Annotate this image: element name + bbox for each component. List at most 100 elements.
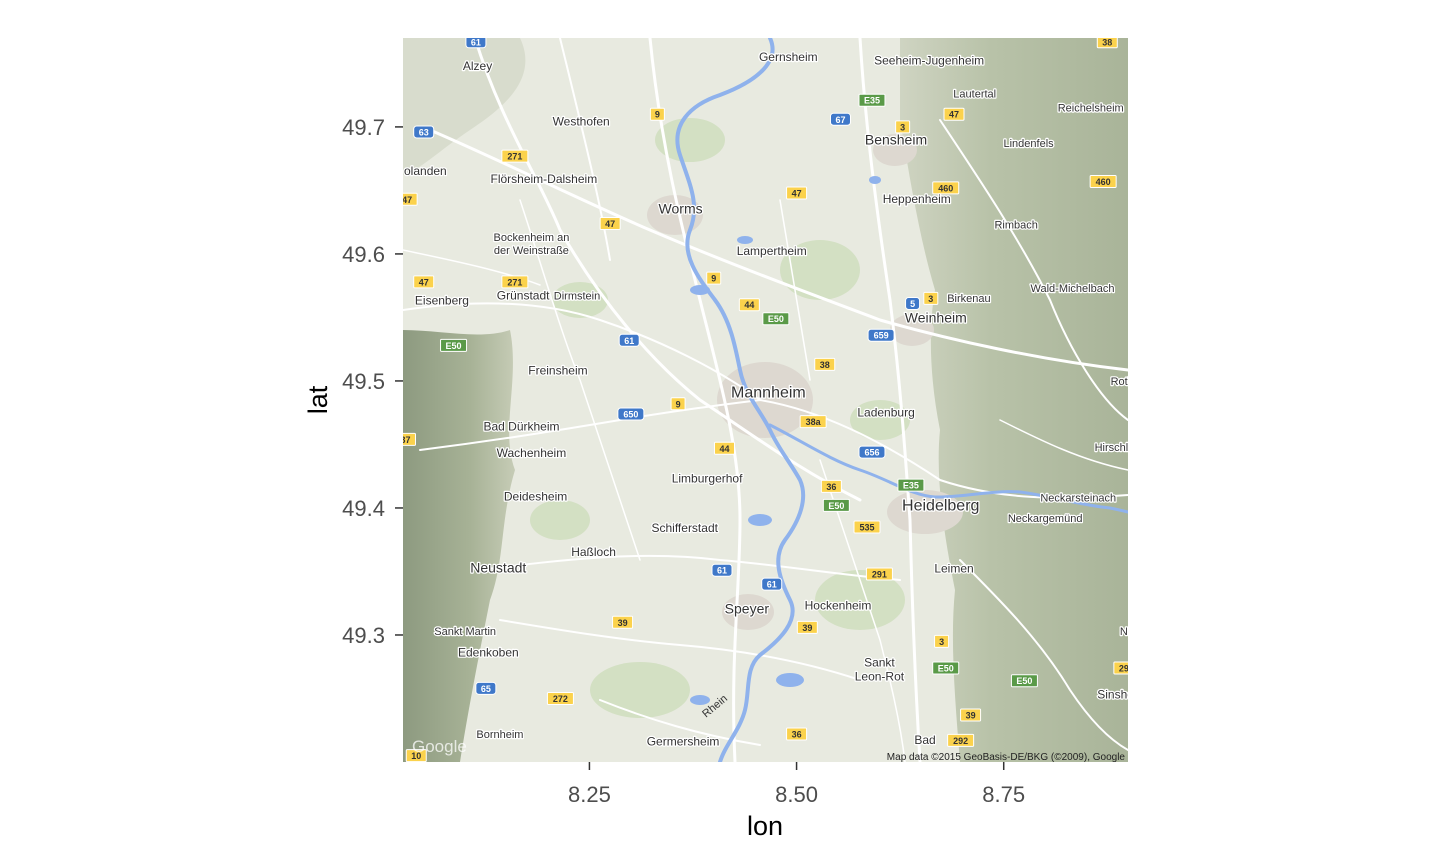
road-shield-29: 29 bbox=[1113, 661, 1129, 675]
svg-text:38: 38 bbox=[820, 360, 830, 370]
place-label: Freinsheim bbox=[528, 364, 587, 378]
road-shield-61: 61 bbox=[618, 333, 640, 347]
place-label: Bornheim bbox=[476, 729, 523, 741]
place-label: Hirschl bbox=[1095, 442, 1129, 454]
road-shield-47: 47 bbox=[786, 186, 808, 200]
road-shield-535: 535 bbox=[853, 520, 881, 534]
y-axis: 49.3 49.4 49.5 49.6 49.7 bbox=[342, 115, 403, 648]
road-shield-65: 65 bbox=[475, 681, 497, 695]
svg-text:460: 460 bbox=[938, 183, 953, 193]
svg-text:535: 535 bbox=[859, 523, 874, 533]
y-tick-label: 49.6 bbox=[342, 242, 385, 267]
road-shield-44: 44 bbox=[738, 298, 760, 312]
place-label: Eisenberg bbox=[415, 294, 469, 308]
x-tick-label: 8.50 bbox=[775, 782, 818, 807]
y-tick-label: 49.7 bbox=[342, 115, 385, 140]
road-shield-E50: E50 bbox=[822, 498, 850, 512]
place-label: N bbox=[1120, 626, 1128, 638]
y-tick-label: 49.5 bbox=[342, 369, 385, 394]
svg-text:271: 271 bbox=[507, 152, 522, 162]
place-label: Wachenheim bbox=[497, 446, 567, 460]
svg-text:29: 29 bbox=[1119, 664, 1129, 674]
river-rhein bbox=[675, 38, 806, 762]
svg-text:5: 5 bbox=[910, 299, 915, 309]
svg-text:10: 10 bbox=[411, 751, 421, 761]
svg-text:E50: E50 bbox=[938, 664, 954, 674]
place-label: Neustadt bbox=[470, 560, 526, 576]
svg-text:65: 65 bbox=[481, 684, 491, 694]
svg-text:E50: E50 bbox=[828, 501, 844, 511]
road-shield-3: 3 bbox=[934, 634, 950, 648]
road-shield-272: 272 bbox=[546, 691, 574, 705]
svg-text:44: 44 bbox=[744, 300, 754, 310]
place-label: Bad bbox=[914, 733, 935, 747]
road-shield-9: 9 bbox=[670, 397, 686, 411]
place-label: Sankt bbox=[864, 656, 895, 670]
road-shield-E50: E50 bbox=[1010, 674, 1038, 688]
svg-text:E35: E35 bbox=[864, 96, 880, 106]
road-shield-10: 10 bbox=[405, 749, 427, 762]
place-label: Limburgerhof bbox=[672, 472, 743, 486]
map-attribution: Map data ©2015 GeoBasis-DE/BKG (©2009), … bbox=[887, 752, 1126, 763]
place-label: Flörsheim-Dalsheim bbox=[491, 172, 598, 186]
map-forest-areas bbox=[530, 118, 910, 718]
y-tick-label: 49.4 bbox=[342, 496, 385, 521]
road-shield-659: 659 bbox=[867, 328, 895, 342]
x-tick-label: 8.25 bbox=[568, 782, 611, 807]
place-label: Worms bbox=[659, 200, 703, 216]
place-label: Gernsheim bbox=[759, 50, 818, 64]
road-shield-36: 36 bbox=[820, 479, 842, 493]
svg-text:47: 47 bbox=[792, 188, 802, 198]
svg-text:36: 36 bbox=[826, 482, 836, 492]
road-shield-460: 460 bbox=[932, 181, 960, 195]
road-shield-38: 38 bbox=[814, 357, 836, 371]
place-label: Roth bbox=[1111, 376, 1134, 388]
svg-text:E50: E50 bbox=[446, 341, 462, 351]
x-axis: 8.25 8.50 8.75 bbox=[568, 762, 1025, 807]
place-label: Westhofen bbox=[553, 115, 610, 129]
y-axis-title: lat bbox=[303, 385, 333, 414]
road-shield-39: 39 bbox=[796, 620, 818, 634]
road-shield-67: 67 bbox=[829, 112, 851, 126]
road-shield-39: 39 bbox=[612, 615, 634, 629]
road-shield-47: 47 bbox=[943, 107, 965, 121]
place-label: Rimbach bbox=[994, 220, 1037, 232]
place-label: olanden bbox=[404, 164, 447, 178]
svg-text:659: 659 bbox=[874, 331, 889, 341]
place-label: Sinshe bbox=[1097, 687, 1134, 701]
place-labels: Alzey Gernsheim Seeheim-Jugenheim Lautertal… bbox=[403, 49, 1134, 750]
svg-text:37: 37 bbox=[400, 435, 410, 445]
road-shield-E35: E35 bbox=[897, 478, 925, 492]
place-label: Lindenfels bbox=[1003, 138, 1054, 150]
road-shield-61: 61 bbox=[711, 563, 733, 577]
road-shield-E50: E50 bbox=[932, 661, 960, 675]
svg-text:39: 39 bbox=[618, 618, 628, 628]
road-shield-63: 63 bbox=[413, 125, 435, 139]
svg-text:47: 47 bbox=[605, 219, 615, 229]
map-hills-west bbox=[403, 330, 515, 762]
svg-text:9: 9 bbox=[655, 110, 660, 120]
road-shield-61: 61 bbox=[465, 38, 487, 49]
y-tick-label: 49.3 bbox=[342, 623, 385, 648]
svg-text:292: 292 bbox=[953, 736, 968, 746]
road-shield-37: 37 bbox=[400, 432, 416, 446]
place-label: Lautertal bbox=[953, 89, 996, 101]
svg-text:272: 272 bbox=[553, 694, 568, 704]
place-label: Leon-Rot bbox=[855, 670, 905, 684]
road-shield-3: 3 bbox=[923, 291, 939, 305]
map-rivers bbox=[675, 38, 1128, 762]
svg-text:38a: 38a bbox=[806, 417, 822, 427]
road-shield-E50: E50 bbox=[762, 312, 790, 326]
map-hills-east bbox=[900, 38, 1128, 762]
place-label: Haßloch bbox=[571, 545, 616, 559]
place-label: Ladenburg bbox=[857, 406, 914, 420]
road-shield-E50: E50 bbox=[440, 338, 468, 352]
place-label: Birkenau bbox=[947, 293, 990, 305]
place-label: Edenkoben bbox=[458, 646, 519, 660]
svg-text:61: 61 bbox=[624, 336, 634, 346]
place-label: Lampertheim bbox=[737, 244, 807, 258]
x-tick-label: 8.75 bbox=[982, 782, 1025, 807]
svg-text:61: 61 bbox=[717, 566, 727, 576]
